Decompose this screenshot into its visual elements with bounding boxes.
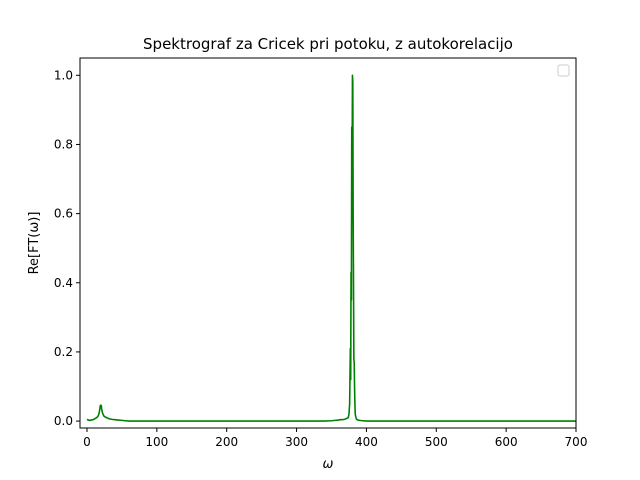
y-tick-label: 0.6 [54,207,73,221]
y-axis: 0.0 0.2 0.4 0.6 0.8 1.0 [54,68,80,428]
plot-background [80,58,576,428]
y-tick-label: 0.0 [54,414,73,428]
x-tick-label: 700 [565,435,588,449]
y-axis-label: Re[FT(ω)] [27,212,42,275]
x-tick-label: 600 [495,435,518,449]
plot-area [80,58,576,428]
x-tick-label: 300 [285,435,308,449]
y-tick-label: 0.8 [54,137,73,151]
plot-frame [79,57,577,429]
y-tick-label: 0.2 [54,345,73,359]
y-tick-label: 1.0 [54,68,73,82]
x-tick-label: 500 [425,435,448,449]
x-axis: 0 100 200 300 400 500 600 700 [83,428,587,449]
legend-box [557,64,570,77]
x-tick-label: 0 [83,435,91,449]
chart-title: Spektrograf za Cricek pri potoku, z auto… [143,35,513,53]
series-line-0 [86,74,576,422]
x-tick-label: 200 [215,435,238,449]
x-tick-label: 100 [145,435,168,449]
y-tick-label: 0.4 [54,276,73,290]
x-axis-label: ω [323,457,334,472]
x-tick-label: 400 [355,435,378,449]
